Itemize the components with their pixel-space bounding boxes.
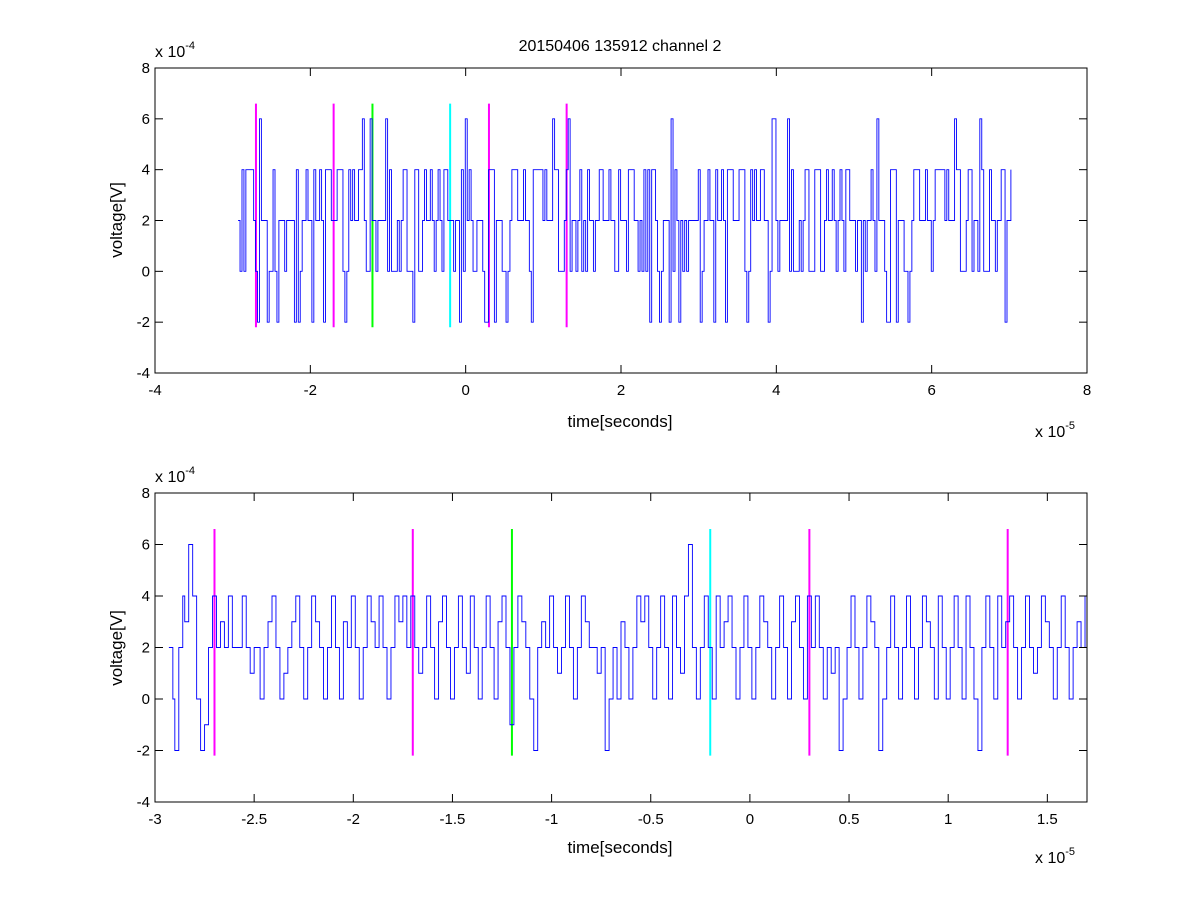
bottom-chart: -3 -2.5 -2 -1.5 -1 -0.5 0 0.5 1 1.5 -4 -2 0 2 4 6 8 time… — [107, 465, 1088, 867]
top-axes: -4 -2 0 2 4 6 8 -4 -2 0 2 4 6 8 — [137, 60, 1092, 399]
bottom-axes: -3 -2.5 -2 -1.5 -1 -0.5 0 0.5 1 1.5 -4 -2 0 2 4 6 8 — [137, 485, 1088, 828]
chart-title: 20150406 135912 channel 2 — [519, 38, 722, 55]
bottom-signal-series — [168, 544, 1087, 751]
top-chart: 20150406 135912 channel 2 -4 -2 0 2 4 6 8 -4 -2 0… — [107, 38, 1091, 441]
bottom-y-tick-label: 2 — [142, 640, 150, 657]
bottom-x-tick-label: -3 — [148, 811, 161, 828]
bottom-y-tick-label: -4 — [137, 794, 150, 811]
bottom-x-tick-label: -0.5 — [638, 811, 664, 828]
top-x-tick-label: -2 — [304, 382, 317, 399]
bottom-y-tick-label: 6 — [142, 537, 150, 554]
top-x-multiplier-base: x 10 — [1035, 424, 1065, 441]
bottom-x-multiplier: x 10-5 — [1035, 846, 1075, 867]
bottom-x-tick-label: -1 — [545, 811, 558, 828]
top-series-line — [238, 118, 1012, 323]
bottom-x-tick-label: 1 — [944, 811, 952, 828]
top-x-tick-label: -4 — [148, 382, 161, 399]
top-x-axis-label: time[seconds] — [568, 412, 673, 431]
bottom-marker-lines — [213, 529, 1009, 756]
top-y-tick-label: 2 — [142, 213, 150, 230]
bottom-x-tick-label: 0 — [746, 811, 754, 828]
top-y-tick-label: -2 — [137, 314, 150, 331]
bottom-y-tick-label: 4 — [142, 588, 150, 605]
bottom-x-multiplier-exponent: -5 — [1065, 846, 1075, 858]
bottom-y-axis-label: voltage[V] — [107, 610, 126, 686]
top-y-tick-label: -4 — [137, 365, 150, 382]
bottom-y-multiplier-base: x 10 — [155, 469, 185, 486]
top-x-tick-label: 2 — [617, 382, 625, 399]
top-x-tick-label: 8 — [1083, 382, 1091, 399]
top-y-tick-label: 4 — [142, 162, 150, 179]
top-x-tick-label: 4 — [772, 382, 780, 399]
top-y-multiplier: x 10-4 — [155, 40, 195, 61]
top-x-multiplier: x 10-5 — [1035, 420, 1075, 441]
bottom-x-tick-label: 1.5 — [1037, 811, 1058, 828]
bottom-x-tick-label: 0.5 — [839, 811, 860, 828]
top-x-multiplier-exponent: -5 — [1065, 420, 1075, 432]
top-x-tick-label: 0 — [461, 382, 469, 399]
bottom-y-tick-label: 0 — [142, 691, 150, 708]
top-y-multiplier-base: x 10 — [155, 44, 185, 61]
bottom-y-multiplier: x 10-4 — [155, 465, 195, 486]
bottom-series-line — [168, 544, 1087, 751]
bottom-x-tick-label: -2.5 — [241, 811, 267, 828]
bottom-y-multiplier-exponent: -4 — [185, 465, 195, 477]
bottom-x-multiplier-base: x 10 — [1035, 850, 1065, 867]
bottom-x-tick-label: -2 — [347, 811, 360, 828]
top-y-axis-label: voltage[V] — [107, 182, 126, 258]
bottom-x-axis-label: time[seconds] — [568, 838, 673, 857]
top-signal-series — [238, 118, 1012, 323]
top-x-tick-label: 6 — [927, 382, 935, 399]
top-y-multiplier-exponent: -4 — [185, 40, 195, 52]
bottom-y-tick-label: -2 — [137, 743, 150, 760]
bottom-x-tick-label: -1.5 — [440, 811, 466, 828]
bottom-y-tick-label: 8 — [142, 485, 150, 502]
top-y-tick-label: 0 — [142, 263, 150, 280]
top-y-tick-label: 6 — [142, 111, 150, 128]
top-y-tick-label: 8 — [142, 60, 150, 77]
